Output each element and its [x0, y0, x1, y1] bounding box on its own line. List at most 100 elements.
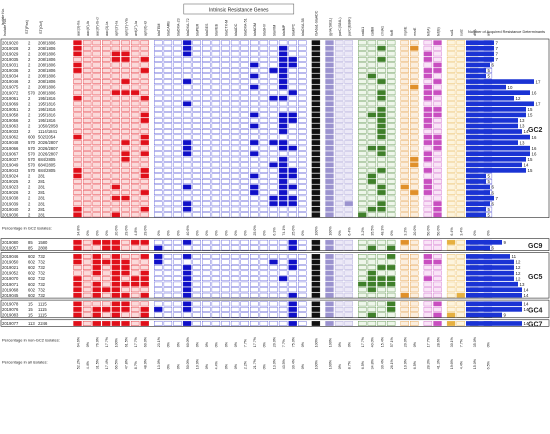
chart-title: Intrinsic Resistance Genes	[209, 8, 269, 14]
cell-absent	[130, 156, 140, 162]
cell-absent	[344, 312, 353, 318]
cell-absent	[259, 206, 269, 212]
cell-absent	[298, 84, 307, 90]
cell-absent	[298, 287, 307, 293]
cell-absent	[250, 281, 259, 287]
column-label: blaOXA-72	[186, 18, 190, 36]
percent-value: 0%	[338, 230, 342, 236]
cell-absent	[250, 45, 259, 51]
cell-absent	[130, 79, 140, 84]
footer-percent-value: 13.0%	[157, 358, 161, 369]
percent-value: 0%	[157, 230, 161, 236]
cell-absent	[230, 184, 240, 190]
cell-absent	[240, 312, 249, 318]
cell-absent	[182, 62, 192, 68]
cell-absent	[211, 156, 221, 162]
cell-absent	[154, 51, 163, 57]
cell-absent	[386, 106, 396, 112]
cell-present	[433, 90, 442, 96]
cell-absent	[298, 51, 307, 57]
footer-percent-value: 28.6%	[436, 336, 440, 347]
cell-absent	[259, 62, 269, 68]
cell-absent	[163, 184, 173, 190]
cell-absent	[278, 106, 288, 112]
determinant-count: 14	[524, 302, 529, 307]
cell-absent	[121, 167, 130, 173]
st-pas-value: 2	[28, 129, 31, 134]
cell-absent	[433, 287, 442, 293]
cell-present	[325, 79, 334, 84]
st-pas-value: 2	[28, 190, 31, 195]
cell-present	[400, 239, 409, 245]
cell-present	[423, 276, 433, 282]
cell-absent	[410, 167, 419, 173]
cell-present	[311, 321, 321, 326]
determinant-count: 7	[496, 196, 499, 201]
cell-absent	[446, 145, 456, 151]
isolate-id: 2019049	[2, 162, 19, 167]
cell-absent	[400, 145, 409, 151]
cell-present	[269, 259, 278, 265]
cell-absent	[111, 145, 121, 151]
cell-absent	[334, 118, 344, 123]
cell-absent	[410, 254, 419, 259]
cell-absent	[230, 79, 240, 84]
cell-absent	[288, 151, 297, 157]
cell-present	[433, 106, 442, 112]
footer-percent-value: 60.0%	[144, 336, 148, 347]
cell-present	[377, 95, 386, 101]
cell-absent	[221, 201, 230, 207]
cell-present	[325, 173, 334, 179]
cell-absent	[386, 101, 396, 107]
determinant-count: 16	[532, 90, 537, 95]
cell-absent	[288, 95, 297, 101]
cell-absent	[288, 276, 297, 282]
cell-absent	[288, 134, 297, 140]
cell-present	[367, 245, 377, 251]
cell-present	[278, 173, 288, 179]
cell-absent	[221, 179, 230, 184]
percent-value: 0%	[96, 230, 100, 236]
percent-value: 0%	[487, 230, 491, 236]
cell-absent	[202, 206, 211, 212]
cell-absent	[298, 145, 307, 151]
cell-absent	[192, 162, 201, 168]
cell-absent	[121, 112, 130, 118]
cell-absent	[298, 195, 307, 201]
cell-absent	[92, 195, 101, 201]
cell-absent	[202, 123, 211, 129]
column-label: blaNDM	[253, 23, 257, 36]
determinant-bar	[466, 84, 506, 90]
cell-absent	[358, 206, 367, 212]
cell-absent	[82, 95, 92, 101]
st-pas-value: 2	[28, 179, 31, 184]
cell-present	[121, 259, 130, 265]
cell-present	[410, 84, 419, 90]
cell-absent	[446, 156, 456, 162]
cell-absent	[202, 184, 211, 190]
cell-present	[358, 212, 367, 218]
cell-absent	[202, 195, 211, 201]
footer-percent-value: 41.3%	[436, 358, 440, 369]
determinant-bar	[466, 162, 522, 168]
cell-absent	[278, 281, 288, 287]
footer-percent-value: 0%	[176, 341, 180, 347]
cell-absent	[344, 90, 353, 96]
cell-absent	[192, 245, 201, 251]
cell-present	[423, 156, 433, 162]
cell-absent	[192, 239, 201, 245]
cell-absent	[358, 276, 367, 282]
cell-absent	[358, 265, 367, 270]
cell-absent	[221, 51, 230, 57]
cell-present	[311, 306, 321, 312]
determinant-bar	[466, 179, 486, 184]
cell-present	[325, 254, 334, 259]
isolate-id: 2019023	[2, 185, 19, 190]
cell-absent	[298, 259, 307, 265]
cell-absent	[367, 195, 377, 201]
cell-absent	[446, 62, 456, 68]
cell-absent	[111, 106, 121, 112]
cell-absent	[221, 206, 230, 212]
footer-percent-value: 0%	[338, 341, 342, 347]
determinant-count: 14	[524, 293, 529, 298]
